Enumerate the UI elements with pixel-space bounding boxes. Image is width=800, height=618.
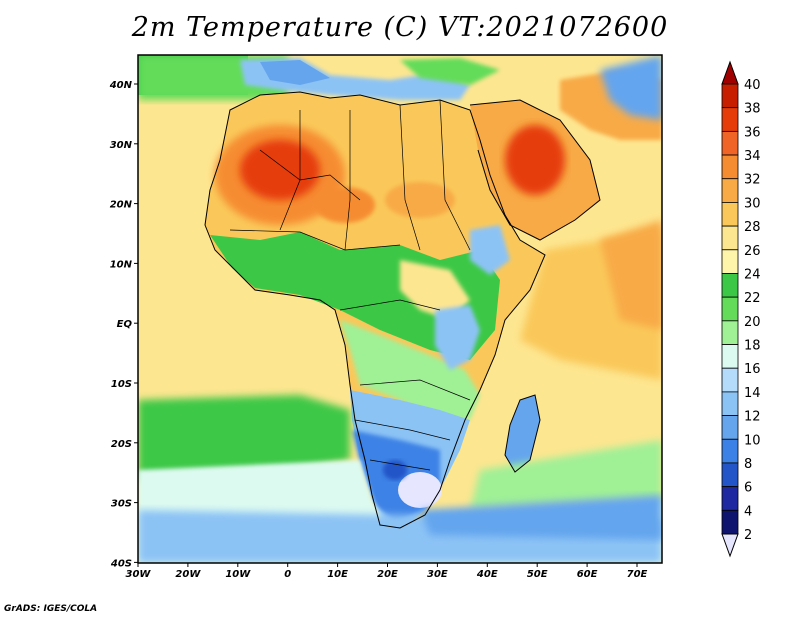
colorbar-segment xyxy=(721,462,739,488)
lat-tick-label: 40N xyxy=(109,80,133,91)
colorbar-segment xyxy=(721,154,739,180)
colorbar-segment xyxy=(721,202,739,227)
central-africa-warm xyxy=(400,260,470,320)
iberia-cool xyxy=(260,60,330,85)
lat-tick-label: EQ xyxy=(117,319,133,330)
colorbar-max-arrow xyxy=(721,60,739,85)
lon-tick-label: 20E xyxy=(377,569,398,580)
colorbar-segment xyxy=(721,415,739,440)
colorbar-min-arrow xyxy=(721,533,739,558)
colorbar-label: 26 xyxy=(744,244,761,259)
lon-tick-label: 50E xyxy=(527,569,548,580)
lon-tick-label: 40E xyxy=(476,569,498,580)
sahel-green xyxy=(210,232,500,360)
country-borders xyxy=(229,99,471,471)
chad-sudan-hot xyxy=(385,182,455,218)
south-atlantic-green xyxy=(138,395,350,480)
congo-mild xyxy=(340,320,480,420)
balkans-green xyxy=(400,58,500,85)
lon-tick-label: 20W xyxy=(175,569,201,580)
colorbar: 40 38 36 34 32 30 28 26 24 22 20 18 16 14 12 10 8 6 4 2 xyxy=(721,60,761,558)
niger-hot xyxy=(315,187,375,223)
lon-tick-label: 30E xyxy=(427,569,448,580)
lon-tick-label: 60E xyxy=(577,569,598,580)
colorbar-segment xyxy=(721,438,739,464)
madagascar xyxy=(505,395,540,472)
colorbar-label: 20 xyxy=(744,315,761,330)
colorbar-segment xyxy=(721,107,739,132)
colorbar-label: 10 xyxy=(744,433,761,448)
colorbar-segment xyxy=(721,486,739,511)
colorbar-label: 36 xyxy=(744,125,761,140)
indian-ocean-south xyxy=(470,440,662,510)
colorbar-label: 2 xyxy=(744,528,752,543)
central-asia-cool xyxy=(600,55,662,120)
map-title: 2m Temperature (C) VT:2021072600 xyxy=(131,12,669,43)
colorbar-label: 24 xyxy=(744,267,761,282)
colorbar-segment xyxy=(721,130,739,156)
plot-frame xyxy=(137,54,663,564)
credit-text: GrADS: IGES/COLA xyxy=(4,604,98,614)
colorbar-label: 6 xyxy=(744,481,752,496)
lat-tick-label: 20S xyxy=(111,439,132,450)
lat-tick-label: 20N xyxy=(110,200,133,211)
colorbar-label: 40 xyxy=(744,78,761,93)
arabian-sea-warm xyxy=(600,220,662,330)
lon-tick-label: 10E xyxy=(327,569,348,580)
arabia-coastline xyxy=(469,99,601,241)
colorbar-label: 14 xyxy=(744,386,761,401)
colorbar-label: 28 xyxy=(744,220,761,235)
lon-tick-label: 30W xyxy=(126,569,152,580)
lat-tick-label: 40S xyxy=(110,558,132,569)
colorbar-segment xyxy=(721,344,739,369)
colorbar-label: 12 xyxy=(744,410,761,425)
madagascar-coastline xyxy=(504,394,541,473)
colorbar-label: 8 xyxy=(744,457,752,472)
ethiopia-cool xyxy=(470,225,510,275)
colorbar-segment xyxy=(721,225,739,251)
lat-tick-label: 10N xyxy=(110,259,133,270)
colorbar-label: 22 xyxy=(744,291,761,306)
africa-coastline xyxy=(204,91,546,529)
temperature-field xyxy=(138,55,662,563)
lat-tick-label: 10S xyxy=(111,379,132,390)
colorbar-label: 30 xyxy=(744,196,761,211)
colorbar-segment xyxy=(721,367,739,393)
arabia-hot xyxy=(505,125,565,195)
colorbar-label: 16 xyxy=(744,362,761,377)
latitude-axis: 40N 30N 20N 10N EQ 10S 20S 30S 40S xyxy=(109,80,138,569)
colorbar-segment xyxy=(721,296,739,322)
lon-tick-label: 70E xyxy=(627,569,648,580)
colorbar-label: 18 xyxy=(744,339,761,354)
colorbar-segment xyxy=(721,249,739,274)
colorbar-segment xyxy=(721,320,739,345)
agulhas-cool xyxy=(420,495,662,540)
colorbar-segment xyxy=(721,509,739,535)
sahara-core xyxy=(240,140,320,200)
east-africa-highlands xyxy=(435,305,480,370)
colorbar-segment xyxy=(721,178,739,203)
lat-tick-label: 30N xyxy=(110,140,133,151)
colorbar-label: 38 xyxy=(744,102,761,117)
colorbar-label: 32 xyxy=(744,173,761,188)
colorbar-label: 4 xyxy=(744,504,752,519)
colorbar-label: 34 xyxy=(744,149,761,164)
lesotho-cold xyxy=(398,472,442,508)
longitude-axis: 30W 20W 10W 0 10E 20E 30E 40E 50E 60E 70E xyxy=(126,563,648,580)
lon-tick-label: 0 xyxy=(284,569,291,580)
colorbar-segment xyxy=(721,83,739,109)
lon-tick-label: 10W xyxy=(225,569,251,580)
colorbar-segment xyxy=(721,273,739,298)
lat-tick-label: 30S xyxy=(111,499,132,510)
colorbar-segment xyxy=(721,391,739,416)
